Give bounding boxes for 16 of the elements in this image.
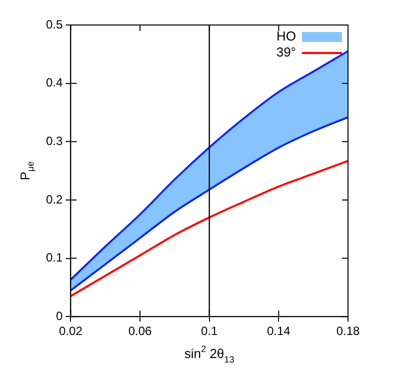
legend-label: HO — [276, 28, 296, 44]
y-axis-title: Pμe — [17, 161, 36, 180]
y-tick-label: 0.3 — [46, 134, 63, 148]
x-tick-label: 0.06 — [128, 324, 152, 338]
line-series — [70, 116, 348, 292]
y-tick-label: 0.5 — [46, 17, 63, 32]
x-tick-label: 0.14 — [266, 324, 291, 338]
line-series — [70, 160, 348, 298]
y-tick-label: 0.1 — [46, 250, 63, 265]
legend-label: 39° — [276, 44, 296, 60]
y-tick-label: 0.2 — [46, 192, 63, 206]
x-tick-label: 0.02 — [59, 324, 83, 338]
y-tick-label: 0.4 — [46, 76, 63, 90]
y-tick-label: 0 — [56, 308, 63, 323]
x-tick-label: 0.1 — [200, 324, 218, 338]
x-tick-label: 0.18 — [336, 324, 360, 338]
